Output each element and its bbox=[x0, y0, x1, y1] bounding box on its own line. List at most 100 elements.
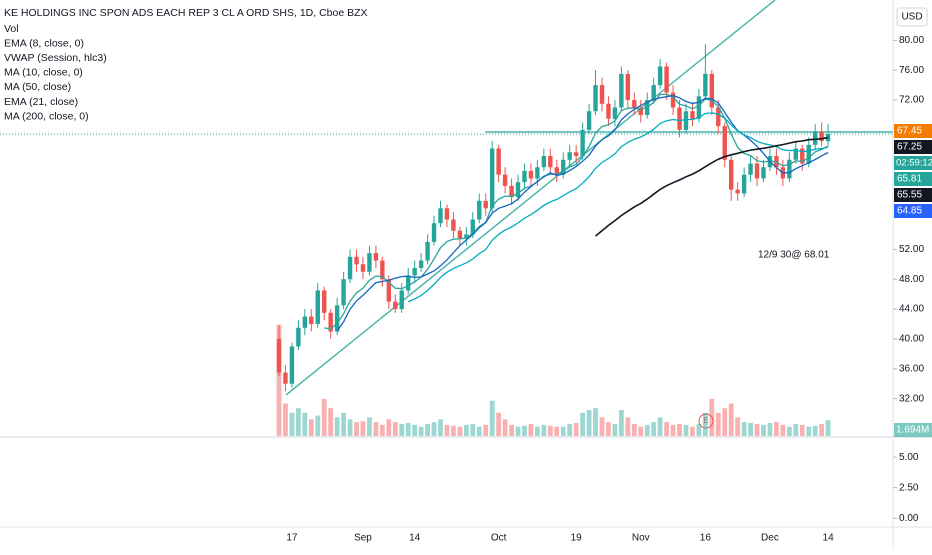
volume-bar bbox=[722, 408, 728, 436]
volume-bar bbox=[283, 403, 288, 436]
candle-body bbox=[444, 208, 450, 220]
volume-bar bbox=[696, 423, 702, 436]
candle-body bbox=[477, 200, 482, 220]
candle-body bbox=[367, 253, 372, 272]
volume-bar bbox=[702, 412, 708, 436]
indicator-line bbox=[336, 94, 829, 332]
candle-body bbox=[541, 156, 547, 168]
price-label: 65.55 bbox=[897, 190, 922, 201]
volume-bar bbox=[399, 423, 405, 436]
volume-bar bbox=[451, 425, 456, 436]
candle-body bbox=[677, 107, 682, 130]
candle-body bbox=[535, 167, 540, 179]
y-tick-label: 72.00 bbox=[899, 95, 924, 106]
volume-bar bbox=[774, 422, 779, 436]
volume-bar bbox=[819, 423, 825, 436]
legend-item: Vol bbox=[4, 23, 19, 35]
candle-body bbox=[393, 301, 398, 310]
candle-body bbox=[632, 100, 637, 108]
volume-bar bbox=[405, 423, 411, 436]
earnings-icon[interactable] bbox=[698, 413, 714, 429]
legend: KE HOLDINGS INC SPON ADS EACH REP 3 CL A… bbox=[4, 7, 368, 123]
candle-body bbox=[812, 131, 818, 145]
candle-body bbox=[528, 170, 534, 179]
candle-body bbox=[451, 219, 456, 231]
price-label-box bbox=[894, 204, 932, 218]
volume-bar bbox=[638, 426, 644, 436]
legend-item: MA (10, close, 0) bbox=[4, 67, 83, 79]
x-tick-label: 14 bbox=[823, 533, 835, 544]
price-label-box bbox=[894, 140, 932, 154]
candle-body bbox=[787, 159, 792, 179]
x-tick-label: Dec bbox=[761, 533, 779, 544]
volume-bar bbox=[715, 412, 721, 436]
candle-body bbox=[599, 85, 605, 104]
legend-item: MA (200, close, 0) bbox=[4, 110, 89, 122]
y-tick-label: 48.00 bbox=[899, 274, 924, 285]
volume-bar bbox=[618, 410, 624, 436]
volume-bar bbox=[341, 412, 346, 436]
volume-bar bbox=[567, 423, 573, 436]
y2-tick-label: 5.00 bbox=[899, 452, 919, 463]
volume-bar bbox=[554, 426, 560, 436]
candle-body bbox=[438, 208, 443, 224]
volume-bar bbox=[677, 423, 682, 436]
candle-body bbox=[470, 219, 475, 235]
candle-body bbox=[431, 223, 437, 242]
candle-body bbox=[696, 96, 702, 119]
y-tick-label: 32.00 bbox=[899, 393, 924, 404]
y-tick-label: 44.00 bbox=[899, 304, 924, 315]
candle-body bbox=[309, 316, 314, 325]
candle-body bbox=[800, 148, 805, 164]
countdown: 02:59:12 bbox=[896, 158, 932, 169]
candle-body bbox=[399, 290, 404, 310]
currency: USD bbox=[901, 12, 922, 23]
candle-body bbox=[735, 189, 740, 194]
candle-body bbox=[418, 260, 424, 269]
candle-body bbox=[425, 241, 430, 261]
candle-body bbox=[793, 148, 798, 160]
candle-body bbox=[276, 338, 282, 373]
volume-bar bbox=[741, 422, 747, 436]
x-tick-label: 19 bbox=[571, 533, 583, 544]
volume-bar bbox=[295, 408, 301, 436]
candle-body bbox=[341, 279, 346, 306]
y-tick-label: 76.00 bbox=[899, 65, 924, 76]
candle-body bbox=[573, 152, 579, 157]
candle-body bbox=[315, 290, 320, 325]
volume-bar bbox=[728, 403, 734, 436]
volume-bar bbox=[308, 419, 314, 436]
candle-body bbox=[380, 260, 385, 280]
volume-bar bbox=[560, 426, 566, 436]
volume-bar bbox=[412, 424, 418, 436]
volume-bar bbox=[431, 422, 437, 436]
legend-item: VWAP (Session, hlc3) bbox=[4, 52, 107, 64]
candle-body bbox=[703, 73, 708, 97]
volume-bar bbox=[360, 421, 366, 436]
volume-bar bbox=[599, 417, 605, 436]
candle-body bbox=[561, 159, 566, 175]
volume-bar bbox=[509, 424, 514, 436]
volume-bar bbox=[754, 423, 760, 436]
candle-body bbox=[302, 316, 308, 328]
volume-bar bbox=[321, 398, 327, 436]
volume-bar bbox=[528, 423, 534, 436]
candle-body bbox=[328, 312, 333, 332]
candle-body bbox=[657, 66, 663, 86]
candle-body bbox=[360, 264, 366, 272]
indicator-line bbox=[594, 136, 829, 237]
volume-bar bbox=[386, 419, 392, 436]
volume-bar bbox=[683, 424, 689, 436]
candle-body bbox=[483, 200, 488, 209]
volume-bar bbox=[457, 426, 463, 436]
candle-body bbox=[509, 185, 514, 198]
candle-body bbox=[586, 111, 592, 130]
volume-bar bbox=[373, 422, 379, 436]
volume-bar bbox=[289, 412, 295, 436]
y-tick-label: 52.00 bbox=[899, 244, 924, 255]
candle-body bbox=[729, 159, 734, 190]
y-tick-label: 40.00 bbox=[899, 334, 924, 345]
candle-body bbox=[825, 134, 831, 142]
candle-body bbox=[347, 256, 353, 280]
